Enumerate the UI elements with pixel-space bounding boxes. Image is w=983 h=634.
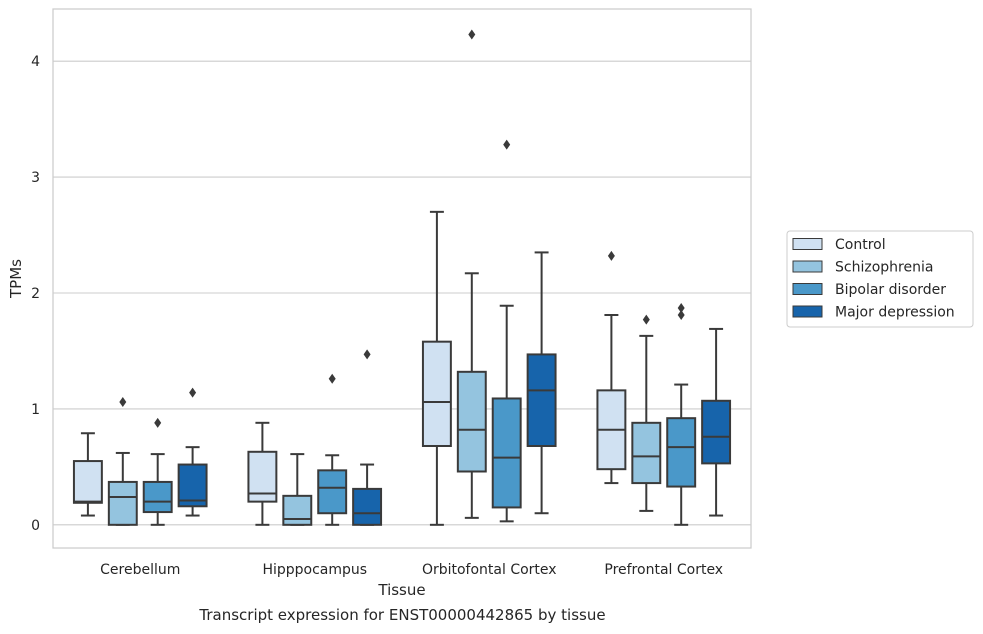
y-tick-label: 2 (31, 286, 40, 302)
outlier-point (363, 349, 371, 360)
outlier-point (154, 417, 162, 428)
box (631, 421, 662, 485)
x-axis-ticks: Cerebellum Hipppocampus Orbitofontal Corte… (100, 562, 723, 578)
box (491, 397, 522, 509)
outlier-point (119, 396, 127, 407)
x-tick-label: Cerebellum (100, 562, 180, 578)
series-schizophrenia (107, 29, 662, 526)
box (177, 463, 208, 508)
y-tick-label: 1 (31, 402, 40, 418)
figure-caption: Transcript expression for ENST0000044286… (199, 606, 606, 624)
box (421, 340, 452, 447)
series-major-depression (177, 251, 732, 526)
series-bipolar-disorder (142, 139, 697, 526)
y-axis-title: TPMs (7, 259, 25, 299)
plot-frame (52, 8, 752, 549)
y-tick-label: 0 (31, 518, 40, 534)
outlier-point (607, 250, 615, 261)
box-series (72, 29, 732, 526)
box (282, 494, 313, 526)
outlier-point (642, 314, 650, 325)
legend-label: Schizophrenia (835, 260, 933, 276)
outlier-point (503, 139, 511, 150)
outlier-point (468, 29, 476, 40)
legend-swatch (792, 260, 823, 273)
box (526, 353, 557, 447)
box (72, 460, 103, 504)
box (666, 417, 697, 488)
grid-lines (53, 60, 751, 526)
legend-label: Major depression (835, 305, 955, 321)
box (352, 487, 383, 526)
x-tick-label: Orbitofontal Cortex (422, 562, 557, 578)
box (456, 370, 487, 473)
x-axis-title: Tissue (377, 581, 425, 599)
legend-swatch (792, 238, 823, 250)
legend-label: Control (835, 237, 886, 253)
x-tick-label: Prefrontal Cortex (604, 562, 723, 578)
y-tick-label: 3 (31, 170, 40, 186)
legend: Control Schizophrenia Bipolar disorder Majo… (786, 230, 974, 328)
y-tick-label: 4 (31, 54, 40, 70)
legend-swatch (792, 283, 823, 295)
legend-label: Bipolar disorder (835, 282, 946, 298)
box (142, 480, 173, 514)
outlier-point (328, 373, 336, 384)
x-tick-label: Hipppocampus (262, 562, 367, 578)
outlier-point (677, 303, 685, 314)
box (317, 469, 348, 515)
series-control (72, 210, 627, 526)
box (701, 399, 732, 465)
box (107, 480, 138, 526)
legend-swatch (792, 305, 823, 318)
outlier-point (677, 310, 685, 321)
outlier-point (189, 387, 197, 398)
y-axis-ticks: 0 1 2 3 4 (31, 54, 40, 534)
legend-frame (786, 230, 974, 328)
